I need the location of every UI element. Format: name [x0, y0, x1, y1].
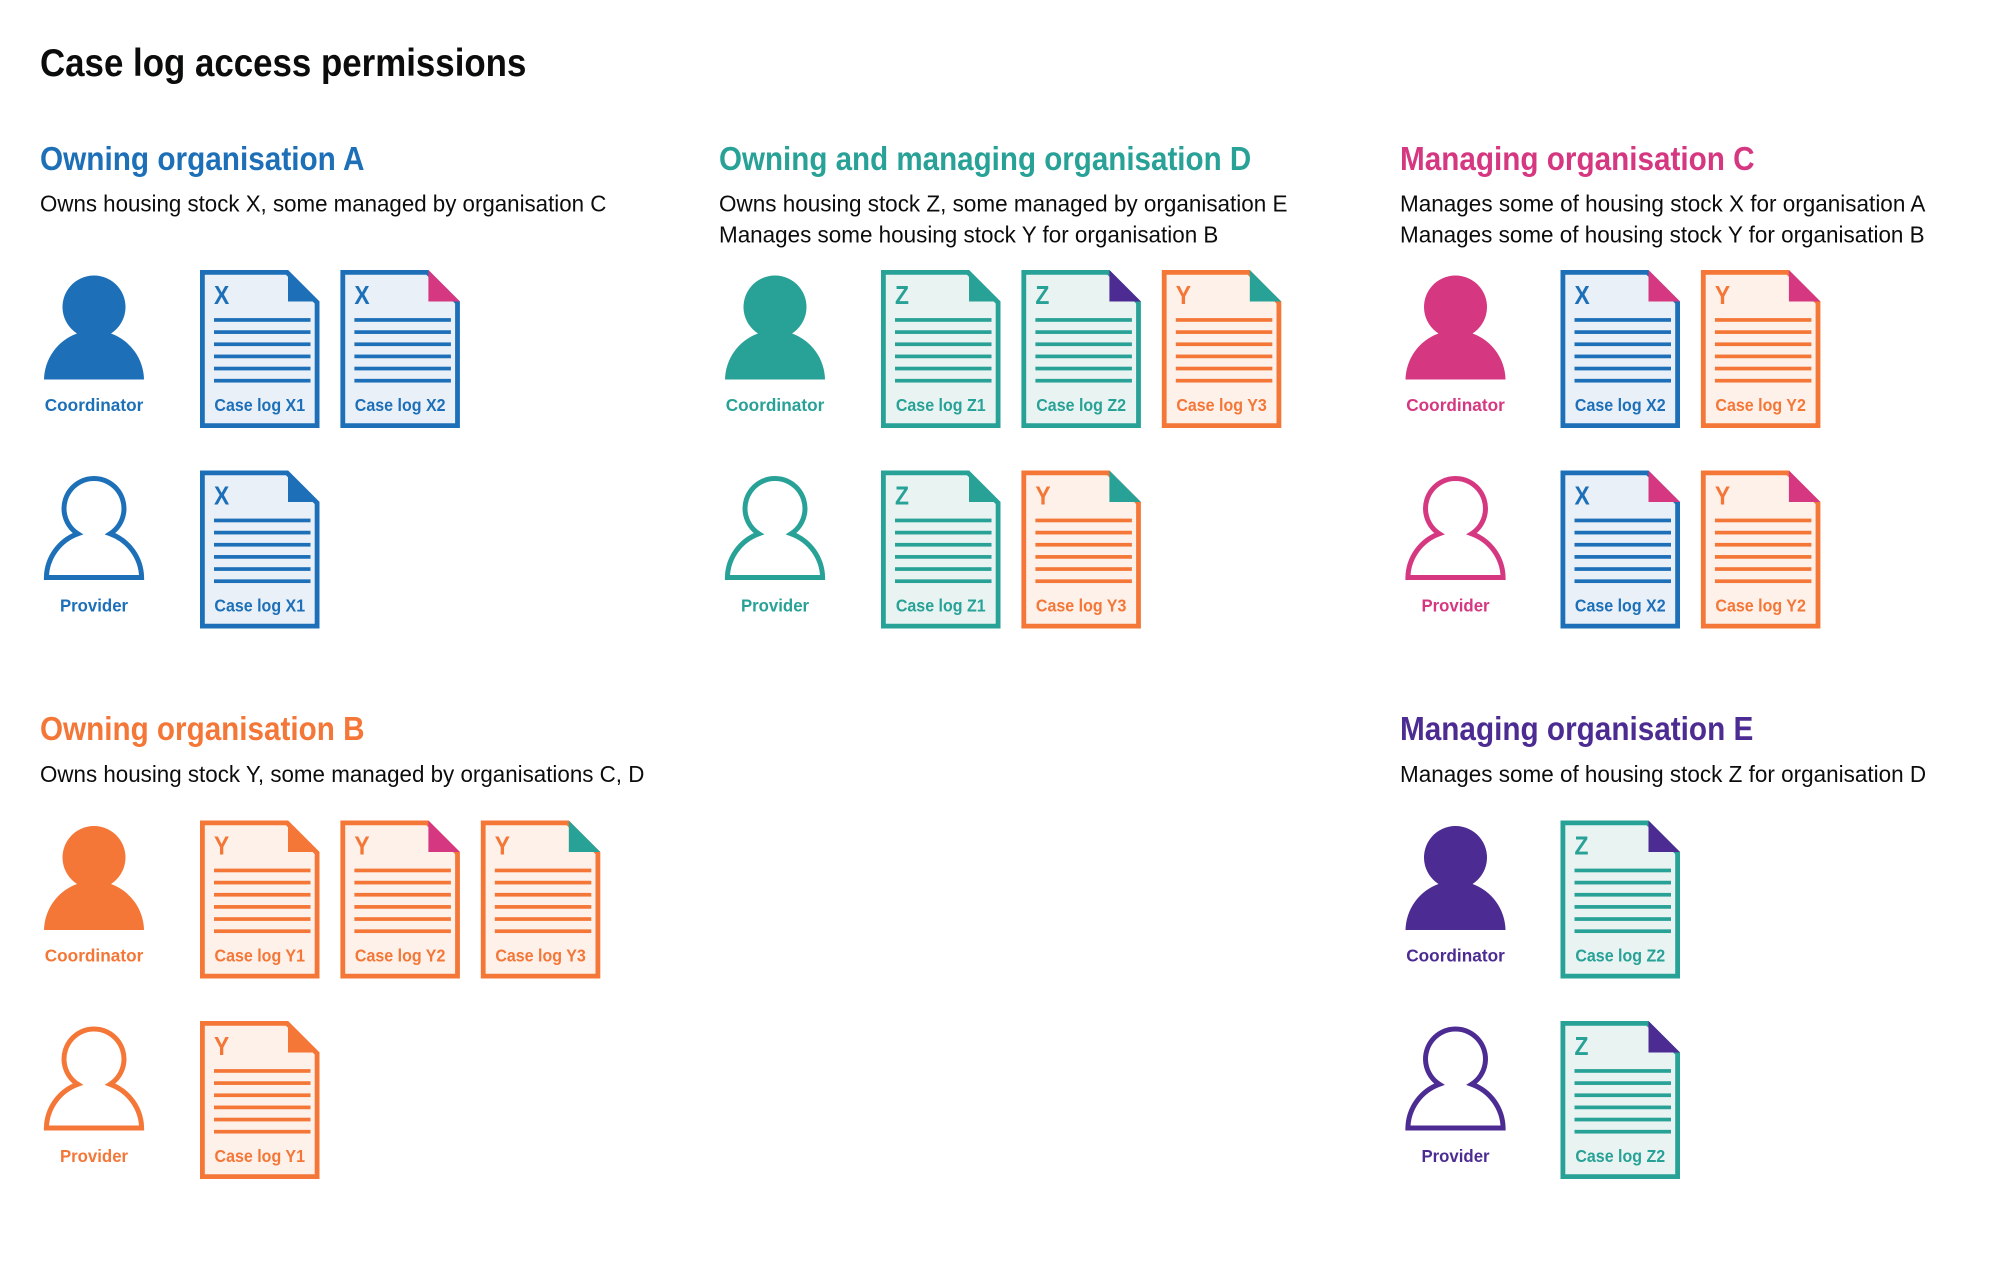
svg-text:Coordinator: Coordinator: [45, 395, 144, 415]
svg-text:Case log Y3: Case log Y3: [1036, 596, 1126, 616]
svg-text:Case log X1: Case log X1: [214, 395, 305, 415]
svg-text:Managing organisation E: Managing organisation E: [1400, 711, 1753, 748]
svg-text:Manages some of housing stock: Manages some of housing stock Z for orga…: [1400, 761, 1926, 787]
svg-text:X: X: [214, 282, 230, 311]
svg-text:Case log Z2: Case log Z2: [1575, 1146, 1665, 1166]
svg-text:Coordinator: Coordinator: [1406, 945, 1505, 965]
svg-text:Case log X2: Case log X2: [355, 395, 446, 415]
svg-text:Y: Y: [1176, 282, 1191, 311]
svg-text:Y: Y: [1715, 282, 1730, 311]
svg-text:Case log Y2: Case log Y2: [1715, 395, 1805, 415]
svg-text:Z: Z: [895, 282, 909, 311]
svg-text:X: X: [214, 482, 230, 511]
svg-text:Case log Z2: Case log Z2: [1036, 395, 1126, 415]
svg-text:Owns housing stock Y, some man: Owns housing stock Y, some managed by or…: [40, 761, 644, 787]
svg-text:Y: Y: [1035, 482, 1050, 511]
svg-text:Case log Y2: Case log Y2: [1715, 596, 1805, 616]
svg-text:Owns housing stock X, some man: Owns housing stock X, some managed by or…: [40, 190, 606, 216]
svg-text:Case log Y1: Case log Y1: [215, 1146, 305, 1166]
svg-text:Provider: Provider: [1421, 595, 1489, 615]
svg-text:Coordinator: Coordinator: [1406, 395, 1505, 415]
svg-text:Owning and managing organisati: Owning and managing organisation D: [719, 141, 1251, 178]
svg-text:Y: Y: [214, 832, 229, 861]
svg-text:Provider: Provider: [741, 595, 809, 615]
svg-text:Managing organisation C: Managing organisation C: [1400, 141, 1755, 178]
svg-text:Case log access permissions: Case log access permissions: [40, 41, 526, 84]
svg-text:Provider: Provider: [60, 1146, 128, 1166]
svg-text:Provider: Provider: [60, 595, 128, 615]
svg-text:Owning organisation A: Owning organisation A: [40, 141, 364, 178]
svg-text:Y: Y: [214, 1033, 229, 1062]
svg-text:Owning organisation B: Owning organisation B: [40, 711, 365, 748]
svg-text:Z: Z: [1575, 832, 1589, 861]
svg-text:Case log X2: Case log X2: [1575, 395, 1666, 415]
svg-text:Manages some housing stock Y f: Manages some housing stock Y for organis…: [719, 221, 1218, 247]
svg-text:Case log Y2: Case log Y2: [355, 946, 445, 966]
svg-text:Provider: Provider: [1421, 1146, 1489, 1166]
svg-text:Case log Z1: Case log Z1: [896, 395, 986, 415]
svg-text:X: X: [1575, 282, 1591, 311]
svg-text:Y: Y: [495, 832, 510, 861]
svg-text:Coordinator: Coordinator: [45, 945, 144, 965]
svg-text:Coordinator: Coordinator: [726, 395, 825, 415]
svg-text:Manages some of housing stock: Manages some of housing stock Y for orga…: [1400, 221, 1925, 247]
svg-text:Case log X2: Case log X2: [1575, 596, 1666, 616]
svg-text:X: X: [1575, 482, 1591, 511]
svg-text:Z: Z: [895, 482, 909, 511]
svg-text:Manages some of housing stock: Manages some of housing stock X for orga…: [1400, 190, 1926, 216]
svg-text:Z: Z: [1035, 282, 1049, 311]
svg-text:Case log Y1: Case log Y1: [215, 946, 305, 966]
svg-text:Case log Y3: Case log Y3: [495, 946, 585, 966]
svg-text:Case log Z1: Case log Z1: [896, 596, 986, 616]
svg-text:Owns housing stock Z, some man: Owns housing stock Z, some managed by or…: [719, 190, 1288, 216]
svg-text:Y: Y: [1715, 482, 1730, 511]
svg-text:Case log Z2: Case log Z2: [1575, 946, 1665, 966]
svg-text:X: X: [354, 282, 370, 311]
svg-text:Case log X1: Case log X1: [214, 596, 305, 616]
svg-text:Z: Z: [1575, 1033, 1589, 1062]
svg-text:Case log Y3: Case log Y3: [1176, 395, 1266, 415]
svg-text:Y: Y: [354, 832, 369, 861]
